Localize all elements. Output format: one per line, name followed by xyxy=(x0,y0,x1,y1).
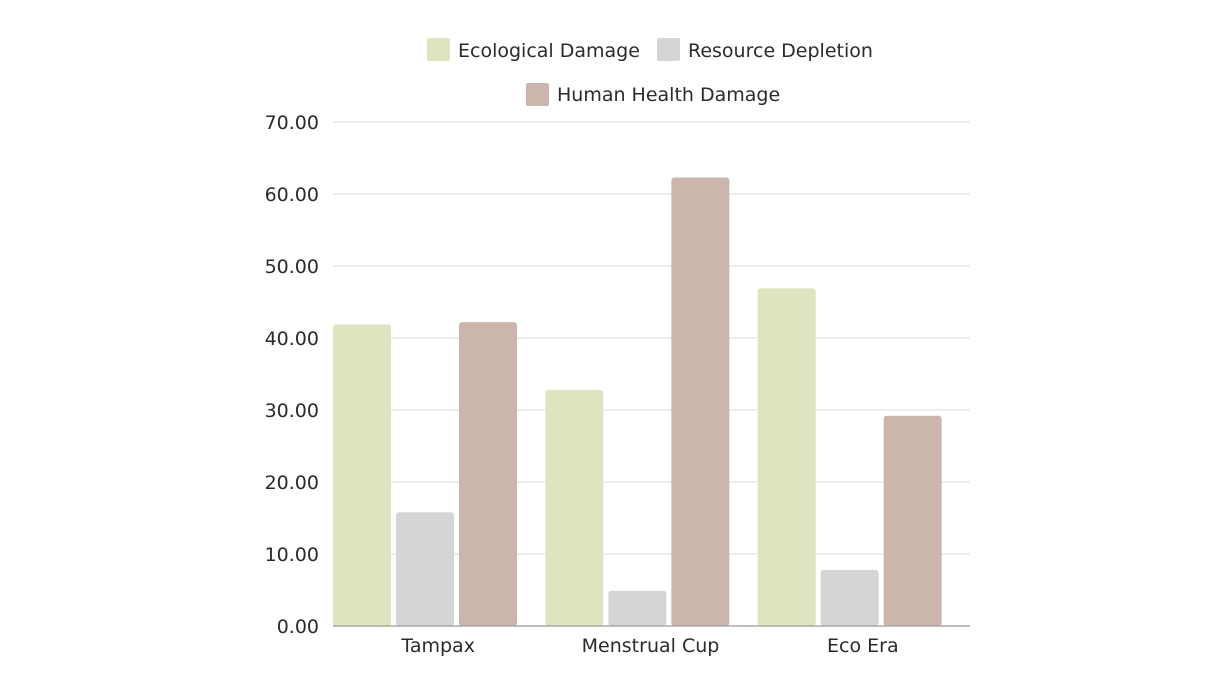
y-tick-label: 50.00 xyxy=(265,256,319,278)
bar-human-health-damage-menstrual-cup xyxy=(671,177,730,626)
bar-human-health-damage-eco-era xyxy=(883,415,942,626)
y-tick-label: 40.00 xyxy=(265,328,319,350)
y-axis-ticks: 0.00 10.00 20.00 30.00 40.00 50.00 60.00 70.00 xyxy=(265,112,319,638)
bar-resource-depletion-tampax xyxy=(396,512,454,626)
y-tick-label: 20.00 xyxy=(265,472,319,494)
y-tick-label: 10.00 xyxy=(265,544,319,566)
bar-ecological-damage-eco-era xyxy=(757,288,816,626)
y-tick-label: 0.00 xyxy=(277,616,319,638)
y-tick-label: 30.00 xyxy=(265,400,319,422)
x-category-label: Tampax xyxy=(400,635,475,657)
bar-human-health-damage-tampax xyxy=(459,322,517,626)
y-tick-label: 60.00 xyxy=(265,184,319,206)
legend-swatch xyxy=(427,38,450,61)
legend-label: Ecological Damage xyxy=(458,40,640,62)
bar-ecological-damage-menstrual-cup xyxy=(545,389,604,626)
bar-ecological-damage-tampax xyxy=(333,324,391,626)
x-axis: Tampax Menstrual Cup Eco Era xyxy=(333,625,970,657)
legend-label: Human Health Damage xyxy=(557,84,780,106)
bar-resource-depletion-eco-era xyxy=(820,569,879,626)
bars xyxy=(333,177,942,626)
legend-swatch xyxy=(657,38,680,61)
legend: Ecological Damage Resource Depletion Human… xyxy=(427,38,873,106)
x-category-label: Menstrual Cup xyxy=(582,635,720,657)
bar-resource-depletion-menstrual-cup xyxy=(608,590,667,626)
legend-label: Resource Depletion xyxy=(688,40,873,62)
y-tick-label: 70.00 xyxy=(265,112,319,134)
legend-swatch xyxy=(526,83,549,106)
gridlines xyxy=(333,121,970,555)
x-category-label: Eco Era xyxy=(827,635,899,657)
